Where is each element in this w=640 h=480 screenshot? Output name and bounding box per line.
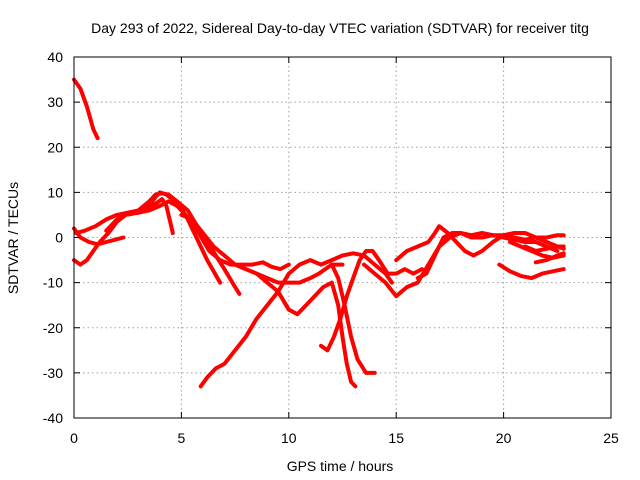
- x-tick-label: 25: [603, 430, 619, 446]
- y-tick-label: 10: [47, 184, 63, 200]
- y-tick-label: 30: [47, 94, 63, 110]
- x-tick-label: 0: [70, 430, 78, 446]
- y-tick-label: 40: [47, 49, 63, 65]
- series-track-11: [329, 262, 377, 375]
- y-tick-label: 20: [47, 139, 63, 155]
- y-tick-label: -30: [43, 365, 63, 381]
- y-tick-label: 0: [55, 230, 63, 246]
- x-tick-label: 5: [178, 430, 186, 446]
- series-track-1: [72, 77, 100, 141]
- series-track-5: [104, 199, 291, 272]
- y-tick-label: -40: [43, 410, 63, 426]
- y-tick-label: -20: [43, 320, 63, 336]
- series-track-15: [497, 262, 566, 281]
- series-track-9: [254, 271, 358, 389]
- chart-title: Day 293 of 2022, Sidereal Day-to-day VTE…: [91, 20, 589, 36]
- x-axis-label: GPS time / hours: [287, 458, 394, 474]
- series-track-17: [523, 244, 566, 253]
- x-tick-label: 15: [388, 430, 404, 446]
- series-track-3: [72, 226, 126, 247]
- tick-layer: 0 5 10 15 20 25 40 30 20 10 0 -10 -20 -30 -40: [43, 49, 619, 446]
- y-axis-label: SDTVAR / TECUs: [5, 182, 21, 294]
- series-track-12: [362, 231, 560, 299]
- series-layer: [72, 77, 566, 389]
- series-track-10: [319, 249, 424, 353]
- y-tick-label: -10: [43, 275, 63, 291]
- series-track-18: [533, 251, 566, 265]
- series-track-7: [179, 212, 345, 285]
- x-tick-label: 10: [281, 430, 297, 446]
- x-tick-label: 20: [496, 430, 512, 446]
- series-track-6: [147, 197, 175, 235]
- series-track-14: [415, 231, 566, 281]
